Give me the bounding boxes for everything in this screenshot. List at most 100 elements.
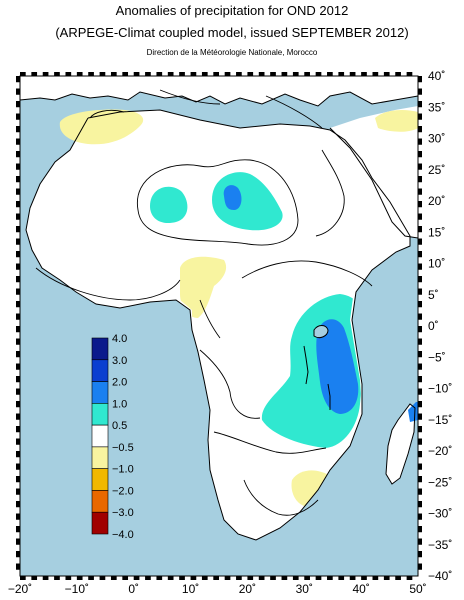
frame-tick <box>16 338 20 345</box>
frame-tick <box>418 388 422 395</box>
frame-tick <box>418 526 422 533</box>
legend-label: 0.5 <box>112 420 127 432</box>
frame-tick <box>16 376 20 383</box>
contour-line <box>89 109 125 119</box>
latitude-label: −5˚ <box>428 350 446 364</box>
frame-tick <box>110 576 117 580</box>
frame-tick <box>418 113 422 120</box>
frame-tick <box>16 163 20 170</box>
frame-tick <box>54 576 60 580</box>
frame-tick <box>179 72 185 76</box>
frame-tick <box>418 213 422 220</box>
frame-tick <box>122 576 129 580</box>
frame-tick <box>16 563 20 570</box>
frame-tick <box>406 72 413 76</box>
frame-tick <box>201 72 208 76</box>
frame-tick <box>418 401 422 408</box>
frame-tick <box>99 576 106 580</box>
frame-tick <box>418 463 422 470</box>
wet-patch-sahara <box>150 186 188 224</box>
frame-tick <box>16 413 20 420</box>
legend-swatch <box>91 337 109 361</box>
frame-tick <box>224 576 231 580</box>
frame-tick <box>418 251 422 258</box>
frame-tick <box>418 263 422 270</box>
frame-tick <box>270 576 276 580</box>
frame-tick <box>167 72 174 76</box>
frame-tick <box>16 363 20 370</box>
frame-tick <box>16 313 20 320</box>
legend-swatch <box>91 446 109 469</box>
coastlines <box>20 91 418 541</box>
latitude-label: 30˚ <box>428 132 445 146</box>
legend-label: −2.0 <box>112 485 134 497</box>
frame-tick <box>292 576 299 580</box>
map-title: Anomalies of precipitation for OND 2012 <box>115 3 349 18</box>
frame-tick <box>16 488 20 495</box>
longitude-label: 20˚ <box>239 582 256 596</box>
frame-tick <box>349 576 356 580</box>
frame-tick <box>258 72 265 76</box>
latitude-label: 0˚ <box>428 319 439 333</box>
contour-lines <box>35 89 373 516</box>
frame-tick <box>418 538 422 545</box>
latitude-label: −35˚ <box>428 538 452 552</box>
color-legend: 4.0 3.0 2.0 1.0 0.5 −0.5 −1.0 −2.0 −3.0 −4.0 <box>91 333 134 541</box>
latitude-label: 15˚ <box>428 225 445 239</box>
dry-patch-mozambique <box>291 470 330 506</box>
frame-tick <box>54 72 60 76</box>
frame-tick <box>16 463 20 470</box>
frame-tick <box>418 101 422 108</box>
frame-tick <box>327 72 333 76</box>
contour-line <box>213 431 327 454</box>
frame-tick <box>16 551 20 558</box>
latitude-label: −20˚ <box>428 444 452 458</box>
frame-tick <box>16 288 20 295</box>
frame-tick <box>418 488 422 495</box>
wetter-patch-chad <box>223 185 242 210</box>
frame-tick <box>292 72 299 76</box>
arabia-landmass <box>330 106 418 238</box>
frame-tick <box>281 576 288 580</box>
latitude-label: 10˚ <box>428 257 445 271</box>
frame-tick <box>247 576 254 580</box>
frame-tick <box>16 326 20 333</box>
legend-label: −1.0 <box>112 464 134 476</box>
map-credit: Direction de la Météorologie Nationale, … <box>146 48 318 57</box>
legend-swatch <box>91 511 109 535</box>
lake-malawi <box>327 383 331 410</box>
frame-tick <box>16 526 20 533</box>
frame-tick <box>418 513 422 520</box>
dry-patch-mediterranean <box>59 109 144 145</box>
frame-tick <box>16 126 20 133</box>
frame-tick <box>383 72 390 76</box>
frame-tick <box>270 72 276 76</box>
frame-tick <box>16 188 20 195</box>
map-subtitle: (ARPEGE-Climat coupled model, issued SEP… <box>55 25 409 40</box>
frame-tick <box>418 126 422 133</box>
latitude-label: 20˚ <box>428 194 445 208</box>
frame-tick <box>88 576 94 580</box>
wetter-patch-east-africa <box>316 319 359 414</box>
legend-label: 2.0 <box>112 377 127 389</box>
frame-tick <box>224 72 231 76</box>
frame-tick <box>16 476 20 483</box>
frame-tick <box>315 576 322 580</box>
contour-line <box>136 159 299 246</box>
frame-tick <box>156 576 163 580</box>
frame-tick <box>338 72 345 76</box>
frame-tick <box>372 72 379 76</box>
frame-tick <box>133 72 140 76</box>
frame-tick <box>418 501 422 508</box>
frame-tick <box>418 313 422 320</box>
frame-tick <box>42 576 49 580</box>
frame-tick <box>418 238 422 245</box>
frame-tick <box>16 263 20 270</box>
frame-tick <box>418 351 422 358</box>
latitude-label: −25˚ <box>428 475 452 489</box>
frame-tick <box>16 226 20 233</box>
frame-tick <box>418 288 422 295</box>
frame-tick <box>383 576 390 580</box>
legend-swatch <box>91 490 109 513</box>
africa-coastline <box>25 109 411 541</box>
